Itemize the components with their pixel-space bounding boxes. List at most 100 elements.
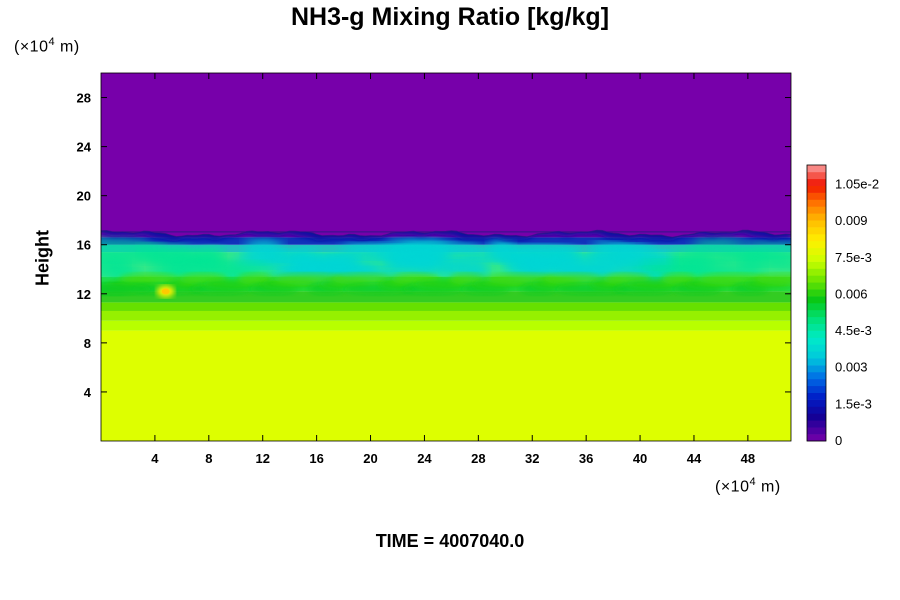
y-unit-prefix: (×10: [14, 38, 49, 56]
y-unit-suffix: m): [55, 38, 80, 56]
colorbar-step: [807, 268, 826, 276]
colorbar-step: [807, 261, 826, 269]
colorbar-step: [807, 385, 826, 393]
y-tick-label: 8: [84, 336, 91, 351]
colorbar-step: [807, 240, 826, 249]
mixing-blob: [755, 273, 791, 286]
colorbar-step: [807, 365, 826, 373]
colorbar-step: [807, 254, 826, 262]
x-tick-label: 28: [471, 451, 485, 466]
y-tick-label: 4: [84, 385, 92, 400]
layer-band-4: [101, 291, 791, 303]
colorbar-step: [807, 330, 826, 338]
colorbar-label: 0.009: [835, 213, 868, 228]
colorbar-step: [807, 220, 826, 228]
mixing-blob: [101, 237, 150, 262]
colorbar-step: [807, 171, 826, 180]
x-tick-label: 48: [741, 451, 755, 466]
colorbar-step: [807, 213, 826, 221]
y-tick-label: 28: [77, 91, 91, 106]
colorbar-step: [807, 199, 826, 207]
mixing-blob: [400, 242, 482, 259]
colorbar-step: [807, 296, 826, 304]
mixing-blob: [101, 282, 152, 295]
colorbar-label: 0.006: [835, 286, 868, 301]
colorbar-step: [807, 427, 826, 435]
x-axis-ticks: 4 8 12 16 20 24 28 32 36 40 44 48: [151, 73, 755, 466]
x-tick-label: 20: [363, 451, 377, 466]
mixing-blob: [197, 245, 225, 266]
layer-band-0: [101, 330, 791, 441]
mixing-blob: [102, 255, 129, 280]
colorbar-frame: [806, 164, 827, 442]
x-tick-label: 16: [309, 451, 323, 466]
x-unit-suffix: m): [756, 478, 781, 496]
colorbar-step: [807, 344, 826, 352]
x-tick-label: 40: [633, 451, 647, 466]
y-unit-exponent: 4: [48, 36, 56, 48]
y-tick-label: 16: [77, 238, 91, 253]
mixing-blob: [543, 273, 604, 286]
y-axis-unit: (×104 m): [14, 32, 80, 57]
colorbar-step: [807, 337, 826, 345]
x-tick-label: 12: [255, 451, 269, 466]
colorbar-step: [807, 282, 826, 290]
x-tick-label: 44: [687, 451, 702, 466]
y-tick-label: 20: [77, 189, 91, 204]
colorbar-step: [807, 406, 826, 414]
upper-region: [101, 73, 791, 238]
colorbar-step: [807, 227, 826, 235]
y-axis-ticks: 4 8 12 16 20 24 28: [77, 91, 791, 400]
hot-spot-core: [161, 288, 170, 295]
colorbar-step: [807, 372, 826, 380]
layer-band-1: [101, 320, 791, 331]
colorbar-step: [807, 185, 826, 193]
y-tick-label: 24: [77, 140, 92, 155]
colorbar-step: [807, 289, 826, 297]
mixing-blob: [487, 238, 515, 263]
y-tick-label: 12: [77, 287, 91, 302]
x-tick-label: 4: [151, 451, 159, 466]
colorbar-step: [807, 303, 826, 311]
colorbar-step: [807, 165, 826, 173]
mixing-blob: [263, 249, 305, 262]
colorbar-label: 1.5e-3: [835, 396, 872, 411]
x-unit-prefix: (×10: [715, 478, 750, 496]
colorbar-label: 1.05e-2: [835, 177, 879, 192]
x-unit-exponent: 4: [749, 476, 757, 488]
layer-band-8: [101, 237, 791, 245]
mixing-blob: [436, 257, 491, 270]
colorbar-label: 0.003: [835, 360, 868, 375]
plot-frame: [100, 72, 792, 442]
colorbar-step: [807, 178, 826, 186]
colorbar-step: [807, 192, 826, 200]
layer-band-3: [101, 302, 791, 311]
mixing-blob: [119, 273, 180, 286]
colorbar-step: [807, 378, 826, 387]
time-label: TIME = 4007040.0: [375, 531, 525, 551]
mixing-blob: [331, 273, 392, 286]
colorbar-label: 7.5e-3: [835, 250, 872, 265]
colorbar-step: [807, 351, 826, 359]
x-tick-label: 24: [417, 451, 432, 466]
colorbar-step: [807, 413, 826, 421]
colorbar-step: [807, 420, 826, 428]
x-tick-label: 32: [525, 451, 539, 466]
mixing-blob: [551, 248, 579, 261]
x-tick-label: 8: [205, 451, 212, 466]
colorbar-step: [807, 323, 826, 331]
colorbar-step: [807, 434, 826, 442]
x-tick-label: 36: [579, 451, 593, 466]
layer-band-2: [101, 310, 791, 321]
colorbar-step: [807, 309, 826, 318]
colorbar-step: [807, 316, 826, 324]
colorbar-step: [807, 358, 826, 366]
mixing-blob: [739, 250, 791, 267]
colorbar-step: [807, 399, 826, 407]
heatmap-field: [101, 73, 791, 441]
colorbar-label: 0: [835, 433, 842, 448]
chart-title: NH3-g Mixing Ratio [kg/kg]: [290, 3, 610, 31]
mixing-blob: [316, 251, 358, 268]
colorbar-step: [807, 234, 826, 242]
